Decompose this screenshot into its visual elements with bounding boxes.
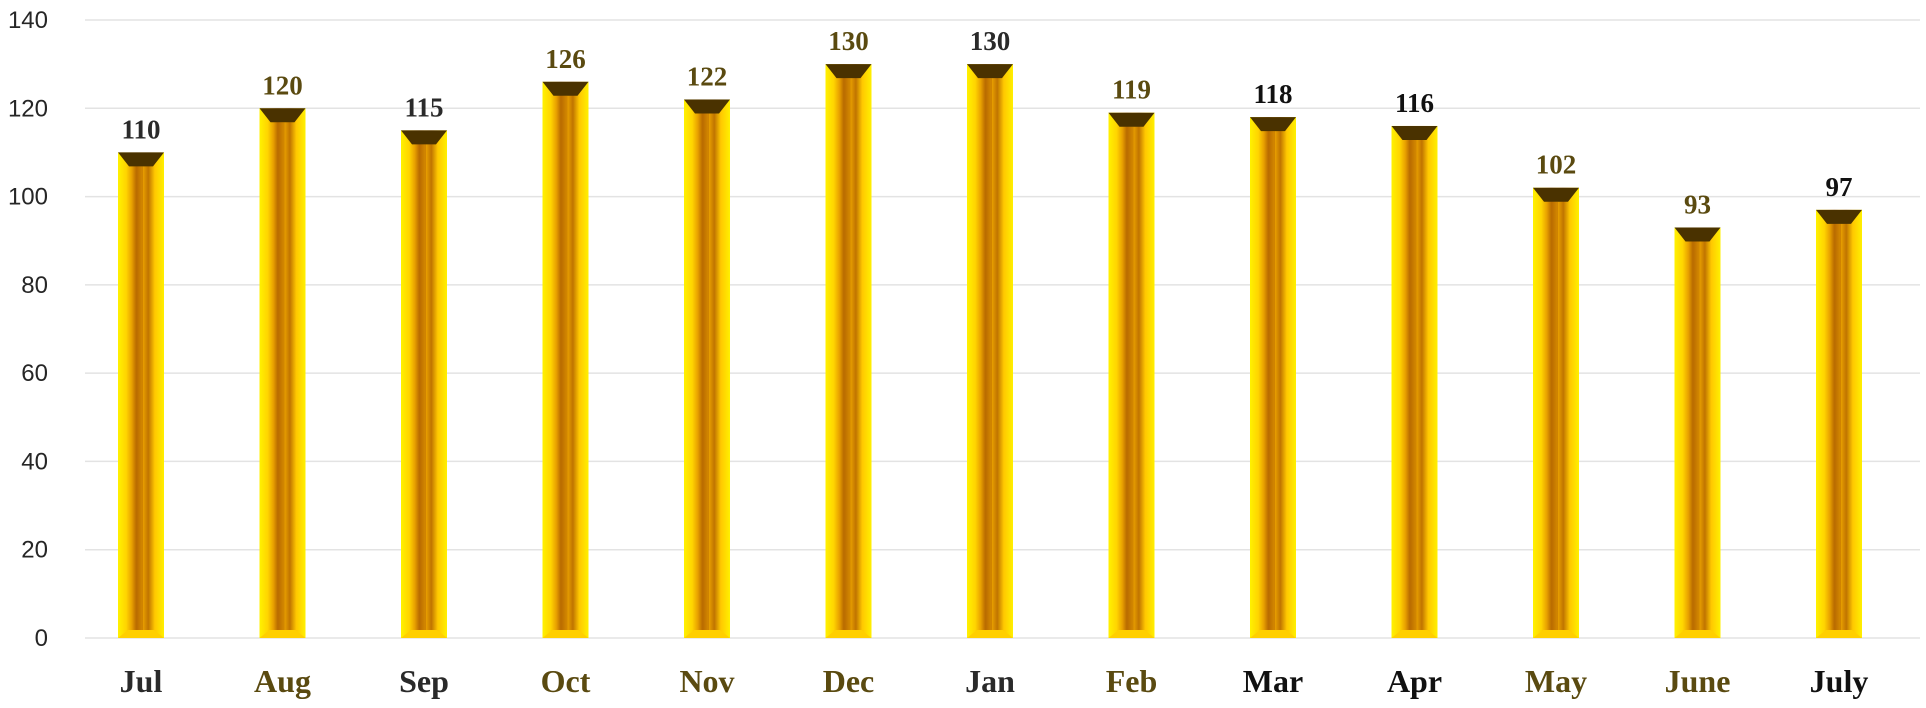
data-label: 130 (828, 26, 869, 56)
bar-base (1533, 630, 1579, 638)
bar-bevel (1552, 201, 1558, 632)
x-tick-label: Aug (254, 663, 311, 699)
y-tick-label: 120 (8, 95, 48, 122)
bar-cap (1816, 209, 1862, 224)
bar-bevel (1410, 139, 1417, 632)
x-tick-label: June (1665, 663, 1731, 699)
y-tick-label: 80 (21, 272, 48, 299)
bars (118, 64, 1862, 639)
bar-June (1674, 227, 1721, 638)
bar-Jul (118, 152, 164, 638)
bar-cap (259, 108, 306, 123)
data-label: 116 (1395, 88, 1434, 118)
bar-base (684, 630, 730, 638)
bar-base (259, 630, 306, 638)
x-tick-label: July (1810, 663, 1869, 699)
bar-base (542, 630, 589, 638)
bar-base (401, 630, 447, 638)
x-axis-tick-labels: Jul Aug Sep Oct Nov Dec Jan Feb Mar Apr May June Jul… (120, 663, 1869, 699)
y-tick-label: 60 (21, 360, 48, 387)
x-tick-label: Apr (1387, 663, 1442, 699)
data-label: 120 (262, 70, 303, 100)
bar-base (1674, 630, 1721, 638)
x-tick-label: Feb (1106, 663, 1158, 699)
bar-bevel (420, 144, 426, 632)
bar-base (1816, 630, 1862, 638)
x-tick-label: Jan (965, 663, 1015, 699)
bar-bevel (1127, 126, 1134, 632)
bar-cap (1674, 227, 1721, 242)
y-tick-label: 100 (8, 184, 48, 211)
x-tick-label: Nov (679, 663, 734, 699)
bar-cap (118, 152, 164, 167)
bar-cap (1250, 117, 1296, 132)
x-tick-label: May (1525, 663, 1587, 699)
data-label: 115 (404, 92, 443, 122)
x-tick-label: Jul (120, 663, 163, 699)
bar-cap (1108, 112, 1155, 127)
bar-Dec (825, 64, 872, 638)
x-tick-label: Mar (1243, 663, 1303, 699)
data-labels: 110 120 115 126 122 130 130 119 118 116 102 93 97 (121, 26, 1852, 219)
bar-cap (967, 64, 1013, 79)
bar-cap (1533, 187, 1579, 202)
data-label: 93 (1684, 189, 1711, 219)
bar-bevel (278, 122, 285, 633)
data-label: 97 (1826, 172, 1853, 202)
bar-Apr (1391, 125, 1438, 638)
bar-Sep (401, 130, 447, 638)
data-label: 102 (1536, 150, 1577, 180)
bar-July (1816, 209, 1862, 639)
bar-cap (542, 81, 589, 96)
y-tick-label: 40 (21, 448, 48, 475)
y-tick-label: 140 (8, 7, 48, 34)
bar-Oct (542, 81, 589, 639)
data-label: 110 (121, 114, 160, 144)
x-tick-label: Dec (823, 663, 875, 699)
bar-bevel (1835, 223, 1841, 633)
y-axis-tick-labels: 0 20 40 60 80 100 120 140 (8, 7, 48, 652)
bar-base (825, 630, 872, 638)
bar-base (1250, 630, 1296, 638)
bar-Aug (259, 108, 306, 639)
bar-cap (401, 130, 447, 145)
bar-bevel (986, 78, 992, 632)
bar-bevel (1269, 131, 1275, 632)
bar-cap (1391, 125, 1438, 140)
bar-Mar (1250, 117, 1296, 639)
x-tick-label: Sep (399, 663, 449, 699)
bar-base (118, 630, 164, 638)
bar-Feb (1108, 112, 1155, 638)
bar-base (967, 630, 1013, 638)
bar-bevel (703, 113, 709, 632)
data-label: 119 (1112, 75, 1151, 105)
x-tick-label: Oct (541, 663, 591, 699)
data-label: 126 (545, 44, 586, 74)
bar-bevel (1693, 241, 1700, 632)
bar-base (1391, 630, 1438, 638)
bar-Nov (684, 99, 730, 638)
bar-bevel (561, 95, 568, 633)
bar-May (1533, 187, 1579, 638)
y-tick-label: 0 (35, 625, 48, 652)
bar-bevel (137, 166, 143, 632)
data-label: 122 (687, 61, 728, 91)
bar-bevel (844, 78, 851, 632)
data-label: 130 (970, 26, 1011, 56)
bar-base (1108, 630, 1155, 638)
bar-Jan (967, 64, 1013, 638)
data-label: 118 (1253, 79, 1292, 109)
bar-cap (684, 99, 730, 114)
y-tick-label: 20 (21, 537, 48, 564)
bar-cap (825, 64, 872, 79)
